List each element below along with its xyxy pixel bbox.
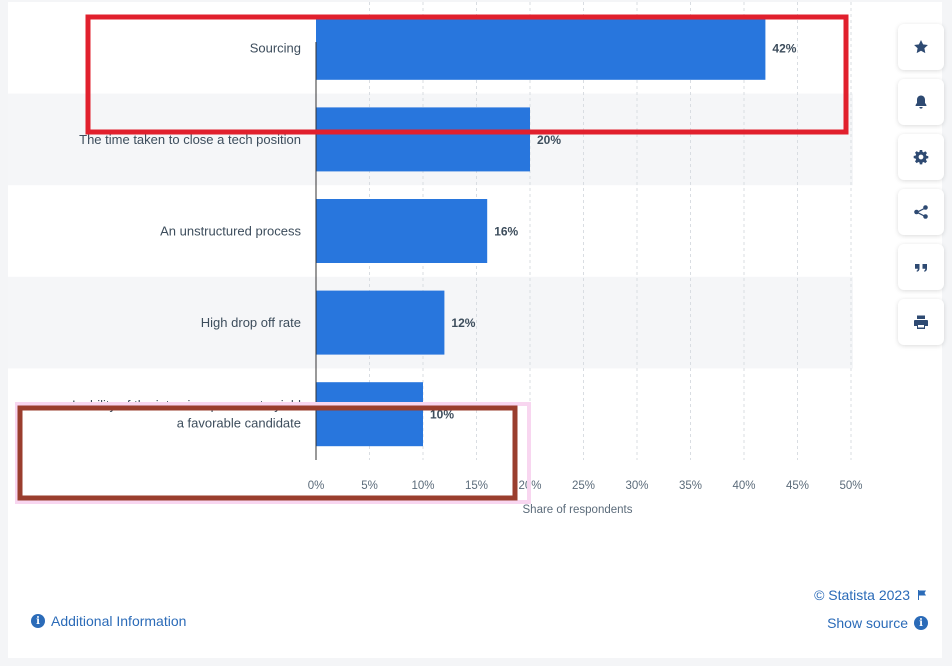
bar-chart: Sourcing The time taken to close a tech p…	[8, 2, 863, 516]
category-label: The time taken to close a tech position	[79, 132, 301, 147]
x-tick-label: 40%	[732, 480, 755, 492]
x-axis-title: Share of respondents	[523, 504, 633, 516]
category-label: An unstructured process	[160, 224, 301, 239]
bar	[316, 382, 423, 447]
star-icon	[914, 40, 928, 54]
value-label: 16%	[494, 225, 518, 239]
value-label: 12%	[451, 316, 475, 330]
show-source-label: Show source	[827, 615, 908, 631]
bar	[316, 15, 766, 80]
x-tick-label: 30%	[625, 480, 648, 492]
quote-icon	[915, 264, 927, 272]
gear-icon	[913, 150, 929, 165]
x-tick-label: 5%	[361, 480, 378, 492]
print-icon	[914, 315, 928, 329]
highlight-box-pink	[15, 402, 531, 504]
bar	[316, 107, 530, 172]
category-label: High drop off rate	[201, 315, 301, 330]
x-tick-label: 15%	[465, 480, 488, 492]
chart-card: Sourcing The time taken to close a tech p…	[8, 2, 944, 658]
bar	[316, 290, 445, 355]
info-icon: i	[31, 614, 45, 628]
additional-information-link[interactable]: i Additional Information	[31, 613, 186, 629]
highlight-box-brown	[17, 405, 518, 501]
additional-information-label: Additional Information	[51, 613, 187, 629]
x-tick-label: 0%	[308, 480, 325, 492]
value-label: 10%	[430, 408, 454, 422]
favorite-button[interactable]	[898, 24, 944, 70]
share-button[interactable]	[898, 189, 944, 235]
x-tick-label: 50%	[839, 480, 862, 492]
x-tick-label: 10%	[411, 480, 434, 492]
x-tick-label: 45%	[786, 480, 809, 492]
value-label: 20%	[537, 133, 561, 147]
bar	[316, 199, 488, 263]
info-icon: i	[914, 616, 928, 630]
notification-button[interactable]	[898, 79, 944, 125]
settings-button[interactable]	[898, 134, 944, 180]
bell-icon	[915, 95, 927, 109]
value-label: 42%	[772, 41, 796, 55]
category-label: Sourcing	[250, 40, 301, 55]
cite-button[interactable]	[898, 244, 944, 290]
x-tick-label: 35%	[679, 480, 702, 492]
copyright-label: © Statista 2023	[814, 587, 910, 603]
statista-copyright-link[interactable]: © Statista 2023	[814, 587, 928, 603]
flag-icon	[918, 590, 926, 600]
x-tick-label: 25%	[572, 480, 595, 492]
highlight-box-red	[85, 14, 849, 135]
share-icon	[914, 205, 928, 219]
print-button[interactable]	[898, 299, 944, 345]
show-source-link[interactable]: Show source i	[827, 615, 928, 631]
